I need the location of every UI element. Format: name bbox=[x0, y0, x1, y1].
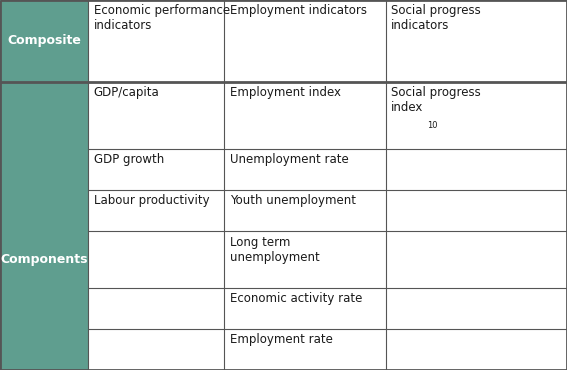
Bar bbox=[224, 149, 386, 190]
Bar bbox=[386, 0, 567, 81]
Bar bbox=[88, 149, 224, 190]
Bar bbox=[386, 190, 567, 231]
Text: Labour productivity: Labour productivity bbox=[94, 194, 209, 208]
Bar bbox=[224, 329, 386, 370]
Text: GDP/capita: GDP/capita bbox=[94, 86, 159, 99]
Bar bbox=[224, 287, 386, 329]
Bar bbox=[88, 231, 224, 287]
Bar bbox=[386, 149, 567, 190]
Bar bbox=[386, 287, 567, 329]
Text: Social progress
indicators: Social progress indicators bbox=[391, 4, 481, 33]
Bar bbox=[386, 231, 567, 287]
Text: Employment indicators: Employment indicators bbox=[230, 4, 367, 17]
Text: Composite: Composite bbox=[7, 34, 81, 47]
Text: Long term
unemployment: Long term unemployment bbox=[230, 236, 319, 264]
Text: GDP growth: GDP growth bbox=[94, 153, 164, 166]
Text: Unemployment rate: Unemployment rate bbox=[230, 153, 348, 166]
Bar bbox=[386, 81, 567, 149]
Bar bbox=[386, 329, 567, 370]
Text: Social progress
index: Social progress index bbox=[391, 86, 481, 114]
Text: 10: 10 bbox=[428, 121, 438, 130]
Text: Youth unemployment: Youth unemployment bbox=[230, 194, 356, 208]
Bar bbox=[224, 231, 386, 287]
Text: Economic activity rate: Economic activity rate bbox=[230, 292, 362, 305]
Bar bbox=[88, 329, 224, 370]
Bar bbox=[88, 0, 224, 81]
Bar bbox=[224, 81, 386, 149]
Text: Employment rate: Employment rate bbox=[230, 333, 332, 346]
Bar bbox=[224, 0, 386, 81]
Bar bbox=[88, 287, 224, 329]
Text: Components: Components bbox=[0, 253, 88, 266]
Bar bbox=[0, 0, 88, 370]
Bar bbox=[88, 190, 224, 231]
Bar bbox=[224, 190, 386, 231]
Text: Employment index: Employment index bbox=[230, 86, 341, 99]
Text: Economic performance
indicators: Economic performance indicators bbox=[94, 4, 230, 33]
Bar bbox=[88, 81, 224, 149]
